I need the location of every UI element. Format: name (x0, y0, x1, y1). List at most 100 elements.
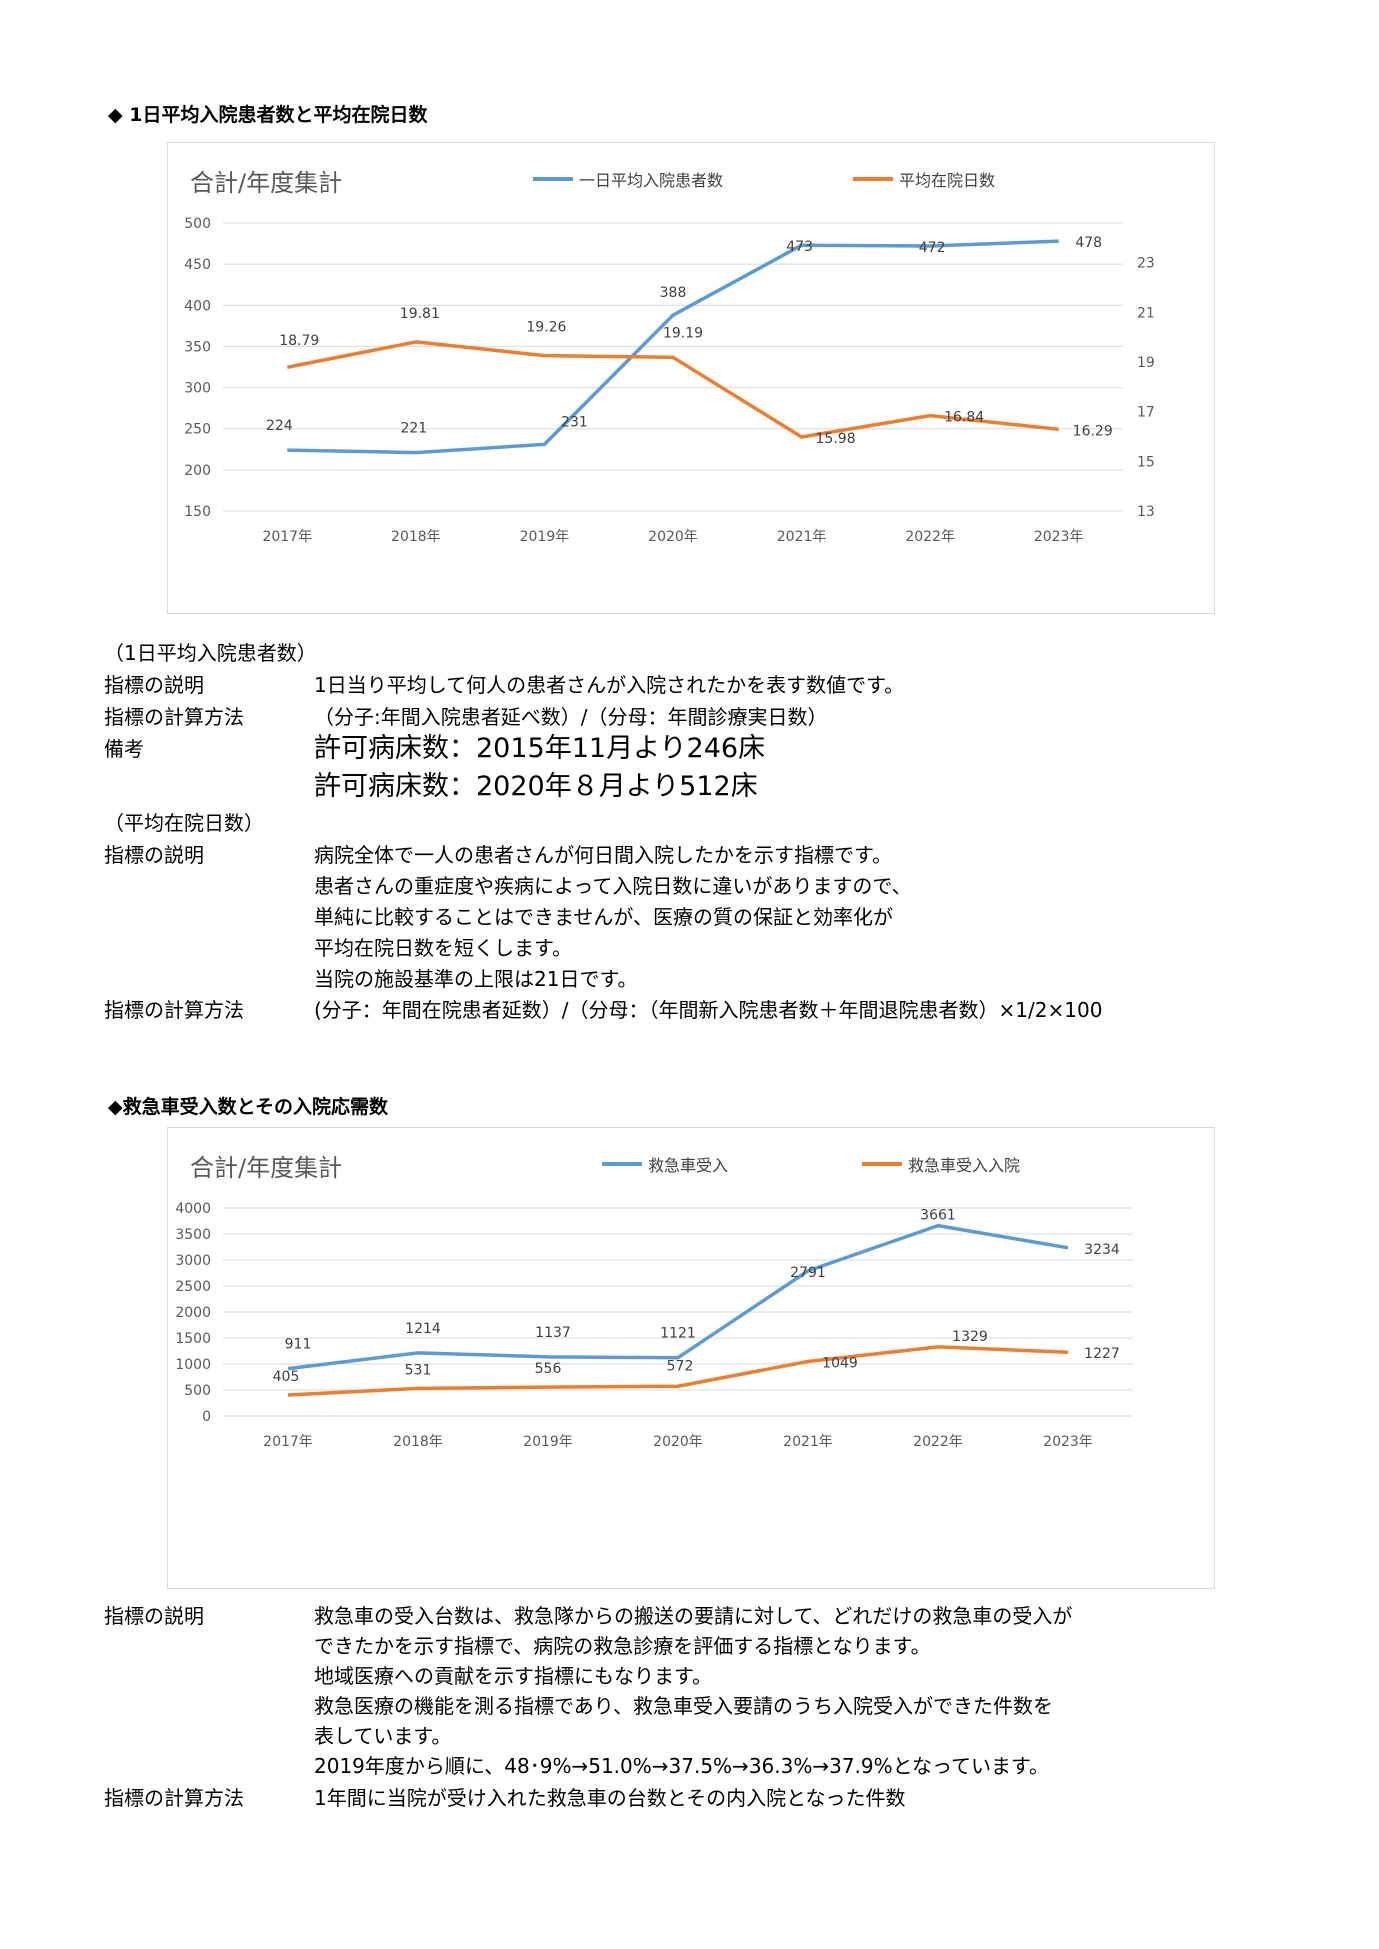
y2-tick-label: 13 (1137, 504, 1155, 520)
sub1-label: （1日平均入院患者数） (104, 641, 317, 665)
chart1-container: 合計/年度集計 一日平均入院患者数 平均在院日数 150 200 250 300 350… (167, 142, 1215, 614)
y-tick-label: 3000 (175, 1253, 211, 1269)
x-tick-label: 2017年 (263, 1434, 313, 1450)
y2-tick-label: 21 (1137, 305, 1155, 321)
x-tick-label: 2023年 (1034, 529, 1084, 545)
desc2-line-2: 患者さんの重症度や疾病によって入院日数に違いがありますので、 (314, 874, 912, 898)
s2-desc-line-1: 救急車の受入台数は、救急隊からの搬送の要請に対して、どれだけの救急車の受入が (314, 1604, 1073, 1628)
series-line-1 (287, 239, 1059, 455)
calc2-text: (分子：年間在院患者延数）/（分母：（年間新入院患者数＋年間退院患者数）×1/2… (314, 998, 1103, 1022)
data-label: 224 (266, 418, 293, 434)
s2-desc-label: 指標の説明 (104, 1604, 204, 1628)
chart1-legend-2: 平均在院日数 (853, 167, 995, 191)
chart2-title: 合計/年度集計 (190, 1154, 343, 1182)
chart1-plot: 150 200 250 300 350 400 450 500 13 15 17 19 21 23 2017… (184, 216, 1155, 545)
legend-label: 一日平均入院患者数 (579, 171, 724, 190)
y-tick-label: 150 (184, 504, 211, 520)
data-label: 473 (786, 239, 813, 255)
y-tick-label: 3500 (175, 1227, 211, 1243)
note-label: 備考 (104, 737, 144, 761)
data-label: 1049 (822, 1355, 858, 1371)
data-label: 405 (273, 1369, 300, 1385)
legend-label: 平均在院日数 (899, 171, 996, 190)
desc1-text: 1日当り平均して何人の患者さんが入院されたかを表す数値です。 (314, 673, 905, 697)
desc1-label: 指標の説明 (104, 673, 204, 697)
data-label: 388 (660, 285, 687, 301)
data-label: 556 (535, 1361, 562, 1377)
calc2-label: 指標の計算方法 (104, 998, 244, 1022)
data-label: 19.81 (400, 306, 440, 322)
data-label: 1137 (535, 1325, 571, 1341)
data-label: 231 (561, 414, 588, 430)
x-tick-label: 2021年 (777, 529, 827, 545)
y-tick-label: 250 (184, 422, 211, 438)
x-tick-label: 2022年 (913, 1434, 963, 1450)
note-line-2: 許可病床数：2020年８月より512床 (314, 771, 758, 802)
legend-swatch (533, 177, 573, 181)
series-line-2 (287, 1345, 1069, 1397)
data-label: 19.26 (526, 320, 566, 336)
chart2-legend-1: 救急車受入 (602, 1152, 728, 1176)
data-label: 1121 (660, 1326, 696, 1342)
s2-calc-label: 指標の計算方法 (104, 1786, 244, 1810)
desc2-line-3: 単純に比較することはできませんが、医療の質の保証と効率化が (314, 905, 893, 929)
data-label: 531 (405, 1362, 432, 1378)
data-label: 16.29 (1073, 423, 1113, 439)
chart2-container: 合計/年度集計 救急車受入 救急車受入入院 0 500 1000 1500 2000 25… (167, 1127, 1215, 1589)
y-tick-label: 1500 (175, 1331, 211, 1347)
desc2-line-5: 当院の施設基準の上限は21日です。 (314, 967, 638, 991)
data-label: 3234 (1084, 1242, 1120, 1258)
y-tick-label: 400 (184, 298, 211, 314)
data-label: 16.84 (944, 410, 984, 426)
legend-swatch (862, 1162, 902, 1166)
y2-tick-label: 15 (1137, 454, 1155, 470)
data-label: 478 (1075, 235, 1102, 251)
s2-desc-line-4: 救急医療の機能を測る指標であり、救急車受入要請のうち入院受入ができた件数を (314, 1694, 1053, 1718)
legend-label: 救急車受入入院 (908, 1156, 1021, 1175)
y-tick-label: 450 (184, 257, 211, 273)
y2-tick-label: 19 (1137, 355, 1155, 371)
data-label: 15.98 (816, 431, 856, 447)
calc1-label: 指標の計算方法 (104, 705, 244, 729)
sub2-label: （平均在院日数） (104, 811, 264, 835)
x-tick-label: 2019年 (520, 529, 570, 545)
calc1-text: （分子:年間入院患者延べ数）/（分母：年間診療実日数） (314, 705, 828, 729)
y-tick-label: 300 (184, 381, 211, 397)
section1-heading: ◆ 1日平均入院患者数と平均在院日数 (108, 104, 428, 126)
y-tick-label: 1000 (175, 1357, 211, 1373)
data-label: 1329 (952, 1329, 988, 1345)
legend-label: 救急車受入 (648, 1156, 729, 1175)
y2-tick-label: 23 (1137, 256, 1155, 272)
y-tick-label: 200 (184, 463, 211, 479)
data-label: 1227 (1084, 1346, 1120, 1362)
x-tick-label: 2023年 (1043, 1434, 1093, 1450)
chart1-title: 合計/年度集計 (190, 169, 343, 197)
data-label: 1214 (405, 1321, 441, 1337)
section2-heading: ◆救急車受入数とその入院応需数 (108, 1096, 389, 1118)
chart1-legend-1: 一日平均入院患者数 (533, 167, 723, 191)
s2-desc-line-2: できたかを示す指標で、病院の救急診療を評価する指標となります。 (314, 1634, 931, 1658)
x-tick-label: 2021年 (783, 1434, 833, 1450)
data-label: 911 (285, 1337, 312, 1353)
y-tick-label: 4000 (175, 1201, 211, 1217)
y-tick-label: 350 (184, 339, 211, 355)
data-label: 18.79 (279, 333, 319, 349)
s2-desc-line-5: 表しています。 (314, 1724, 452, 1748)
x-tick-label: 2018年 (391, 529, 441, 545)
x-tick-label: 2022年 (905, 529, 955, 545)
x-tick-label: 2020年 (648, 529, 698, 545)
x-tick-label: 2019年 (523, 1434, 573, 1450)
chart2-plot: 0 500 1000 1500 2000 2500 3000 3500 4000 2017年 201… (175, 1201, 1133, 1450)
legend-swatch (853, 177, 893, 181)
s2-desc-line-3: 地域医療への貢献を示す指標にもなります。 (314, 1664, 712, 1688)
s2-desc-line-6: 2019年度から順に、48･9%→51.0%→37.5%→36.3%→37.9%… (314, 1754, 1050, 1778)
data-label: 19.19 (663, 325, 703, 341)
data-label: 3661 (920, 1208, 956, 1224)
y-tick-label: 2500 (175, 1279, 211, 1295)
chart2-legend-2: 救急車受入入院 (862, 1152, 1020, 1176)
x-tick-label: 2017年 (262, 529, 312, 545)
series-line-1 (287, 1223, 1069, 1371)
y-tick-label: 500 (184, 1383, 211, 1399)
y-tick-label: 2000 (175, 1305, 211, 1321)
x-tick-label: 2020年 (653, 1434, 703, 1450)
